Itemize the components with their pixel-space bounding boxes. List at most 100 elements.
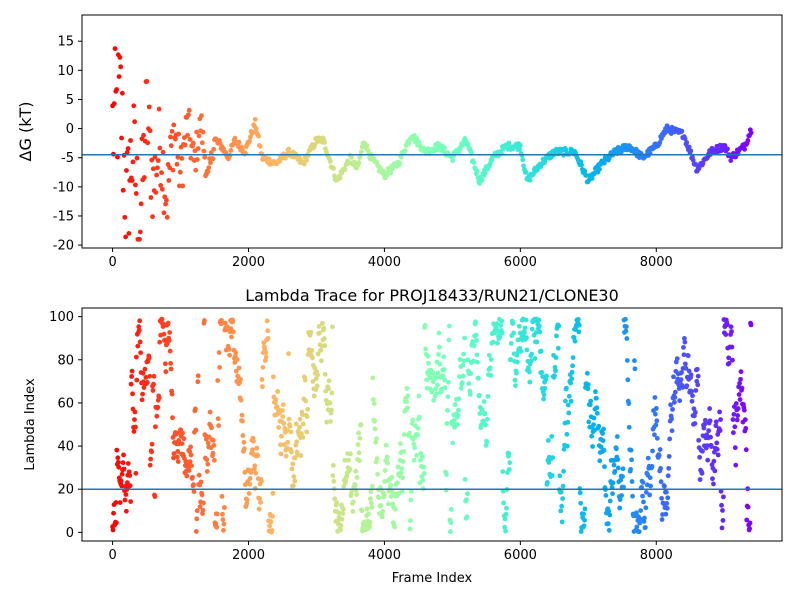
lambda-point [488, 357, 494, 362]
lambda-point [499, 318, 505, 324]
lambda-point [356, 450, 362, 456]
lambda-point [227, 352, 233, 358]
delta-g-point [133, 191, 139, 196]
lambda-point [468, 371, 474, 376]
lambda-point [255, 453, 261, 459]
delta-g-point [527, 177, 533, 183]
lambda-point [549, 434, 555, 439]
lambda-point [316, 324, 322, 329]
lambda-point [211, 457, 217, 463]
lambda-point [680, 385, 685, 390]
lambda-point [585, 382, 591, 388]
lambda-point [731, 411, 737, 417]
delta-g-point [115, 154, 120, 160]
lambda-point [315, 372, 321, 378]
lambda-point [653, 422, 659, 428]
lambda-point [205, 461, 211, 467]
delta-g-point [117, 54, 123, 60]
delta-g-point [128, 138, 133, 143]
delta-g-point [172, 136, 178, 142]
lambda-point [355, 442, 361, 447]
lambda-point [735, 413, 741, 418]
lambda-point [471, 358, 477, 364]
lambda-point [441, 354, 447, 360]
lambda-point [729, 329, 734, 334]
lambda-point [204, 457, 210, 463]
lambda-point [175, 449, 181, 454]
lambda-point [163, 369, 169, 375]
lambda-point [197, 504, 203, 510]
lambda-point [241, 446, 247, 452]
lambda-point [707, 406, 713, 411]
delta-g-point [137, 229, 143, 235]
delta-g-point [728, 158, 734, 163]
lambda-point [467, 392, 473, 397]
lambda-point [643, 489, 649, 495]
lambda-point [581, 523, 587, 529]
lambda-point [143, 375, 149, 380]
delta-g-point [163, 201, 168, 207]
lambda-point [324, 419, 330, 425]
y-tick-label: 100 [49, 310, 74, 325]
lambda-point [231, 329, 236, 335]
lambda-point [560, 483, 566, 489]
lambda-point [338, 527, 343, 533]
lambda-point [294, 439, 300, 445]
lambda-point [704, 443, 710, 448]
lambda-point [110, 527, 116, 533]
lambda-point [436, 330, 442, 336]
lambda-point [487, 365, 493, 371]
delta-g-point [138, 201, 144, 207]
lambda-point [427, 375, 433, 381]
delta-g-point [119, 135, 124, 141]
delta-g-point [402, 148, 408, 154]
lambda-point [692, 409, 698, 415]
lambda-point [511, 330, 517, 336]
lambda-point [690, 393, 695, 399]
lambda-point [702, 421, 708, 427]
lambda-point [327, 400, 333, 406]
lambda-point [527, 379, 533, 385]
lambda-point [165, 320, 171, 326]
delta-g-point [517, 147, 522, 152]
delta-g-point [130, 159, 136, 165]
lambda-point [649, 463, 655, 469]
lambda-point [368, 489, 374, 495]
lambda-point [654, 418, 660, 424]
lambda-point [219, 493, 225, 499]
lambda-point [498, 323, 504, 328]
lambda-point [201, 318, 207, 323]
lambda-point [168, 366, 174, 372]
lambda-point [718, 417, 723, 422]
delta-g-point [305, 153, 311, 159]
delta-g-point [521, 163, 527, 169]
lambda-point [494, 321, 500, 327]
lambda-point [132, 409, 138, 415]
delta-g-point [148, 195, 154, 200]
lambda-point [188, 452, 194, 458]
lambda-point [578, 500, 584, 506]
lambda-point [558, 489, 564, 495]
lambda-point [611, 462, 617, 468]
lambda-point [615, 465, 621, 471]
lambda-point [720, 518, 726, 523]
delta-g-point [356, 160, 362, 165]
lambda-point [134, 377, 140, 383]
delta-g-point [304, 157, 310, 163]
lambda-point [640, 493, 645, 499]
lambda-point [502, 516, 508, 522]
lambda-point [120, 460, 126, 466]
lambda-point [555, 345, 561, 351]
lambda-point [299, 431, 304, 436]
lambda-point [238, 397, 244, 403]
lambda-point [198, 479, 204, 485]
lambda-point [594, 405, 600, 411]
lambda-point [303, 398, 309, 404]
lambda-point [268, 519, 274, 525]
lambda-point [385, 460, 390, 466]
lambda-point [148, 456, 154, 462]
lambda-point [636, 529, 642, 535]
lambda-point [607, 512, 613, 518]
lambda-point [201, 500, 206, 506]
